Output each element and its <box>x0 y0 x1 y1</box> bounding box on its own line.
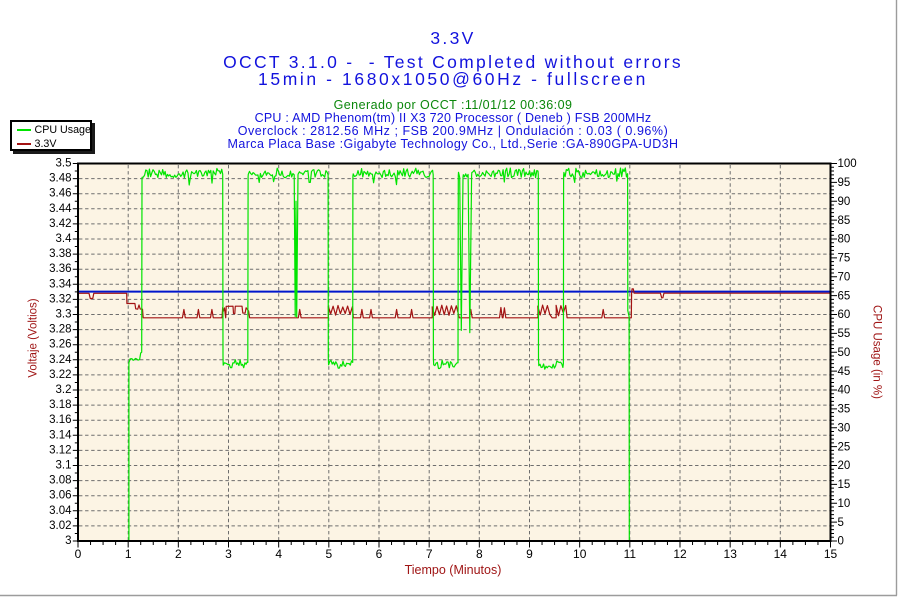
svg-text:3.22: 3.22 <box>49 369 71 381</box>
svg-text:3.02: 3.02 <box>49 520 71 532</box>
svg-text:CPU Usage (in %): CPU Usage (in %) <box>871 305 883 399</box>
svg-text:12: 12 <box>673 547 687 561</box>
svg-text:3.48: 3.48 <box>49 173 71 185</box>
svg-text:3.34: 3.34 <box>49 278 72 290</box>
svg-text:3.14: 3.14 <box>49 429 72 441</box>
svg-text:11: 11 <box>624 547 637 561</box>
svg-text:10: 10 <box>573 547 587 561</box>
svg-text:3.16: 3.16 <box>49 414 71 426</box>
svg-text:95: 95 <box>838 177 851 189</box>
svg-text:45: 45 <box>838 366 851 378</box>
svg-text:4: 4 <box>275 547 282 561</box>
svg-text:3: 3 <box>65 535 71 547</box>
svg-text:2: 2 <box>175 547 182 561</box>
svg-text:3.38: 3.38 <box>49 248 71 260</box>
svg-text:Tiempo (Minutos): Tiempo (Minutos) <box>405 563 502 577</box>
svg-text:3.44: 3.44 <box>49 203 72 215</box>
svg-text:3.24: 3.24 <box>49 354 72 366</box>
svg-text:3.28: 3.28 <box>49 324 71 336</box>
svg-text:80: 80 <box>838 234 851 246</box>
svg-text:50: 50 <box>838 347 851 359</box>
svg-text:5: 5 <box>838 517 844 529</box>
svg-text:3.1: 3.1 <box>56 460 72 472</box>
svg-text:3.08: 3.08 <box>49 475 71 487</box>
svg-text:85: 85 <box>838 215 851 227</box>
svg-text:3.3: 3.3 <box>56 309 72 321</box>
svg-text:35: 35 <box>838 404 851 416</box>
svg-text:0: 0 <box>838 536 844 548</box>
svg-text:Voltaje (Voltios): Voltaje (Voltios) <box>28 298 40 377</box>
svg-text:90: 90 <box>838 196 851 208</box>
svg-text:15: 15 <box>838 479 851 491</box>
svg-text:3.06: 3.06 <box>49 490 71 502</box>
svg-text:8: 8 <box>476 547 483 561</box>
svg-text:20: 20 <box>838 460 851 472</box>
svg-text:3.46: 3.46 <box>49 188 71 200</box>
svg-text:6: 6 <box>376 547 383 561</box>
svg-text:70: 70 <box>838 271 851 283</box>
svg-text:3.32: 3.32 <box>49 293 71 305</box>
svg-text:14: 14 <box>774 547 788 561</box>
svg-text:65: 65 <box>838 290 851 302</box>
svg-text:3.2: 3.2 <box>56 384 72 396</box>
svg-text:3.26: 3.26 <box>49 339 71 351</box>
svg-text:15: 15 <box>824 547 838 561</box>
svg-text:75: 75 <box>838 253 851 265</box>
svg-text:30: 30 <box>838 422 851 434</box>
svg-text:0: 0 <box>75 547 82 561</box>
svg-text:10: 10 <box>838 498 851 510</box>
svg-text:3.04: 3.04 <box>49 505 72 517</box>
svg-text:55: 55 <box>838 328 851 340</box>
svg-text:3.12: 3.12 <box>49 444 71 456</box>
svg-text:3: 3 <box>225 547 232 561</box>
svg-text:25: 25 <box>838 441 851 453</box>
svg-text:3.18: 3.18 <box>49 399 71 411</box>
svg-text:7: 7 <box>426 547 433 561</box>
svg-text:3.42: 3.42 <box>49 218 71 230</box>
svg-text:40: 40 <box>838 385 851 397</box>
svg-text:3.36: 3.36 <box>49 263 71 275</box>
svg-text:1: 1 <box>125 547 132 561</box>
svg-text:100: 100 <box>838 158 857 170</box>
svg-text:5: 5 <box>325 547 332 561</box>
svg-text:3.5: 3.5 <box>56 158 72 170</box>
svg-text:3.4: 3.4 <box>56 233 73 245</box>
svg-text:60: 60 <box>838 309 851 321</box>
svg-text:9: 9 <box>526 547 533 561</box>
svg-text:13: 13 <box>724 547 738 561</box>
